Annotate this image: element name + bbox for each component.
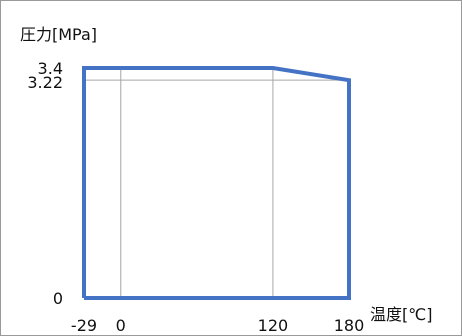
y-tick-label-0: 0 xyxy=(53,289,63,308)
series-line-0 xyxy=(82,66,351,300)
x-tick-label-0: -29 xyxy=(71,316,97,335)
y-tick-label-2: 3.4 xyxy=(38,59,63,78)
series-layer xyxy=(82,66,351,300)
y-tick-label-1: 3.22 xyxy=(27,73,63,92)
tick-layer: -29 0 120 180 0 3.223.4 xyxy=(27,59,364,335)
x-tick-label-3: 180 xyxy=(334,316,365,335)
x-tick-label-2: 120 xyxy=(258,316,289,335)
gridlines xyxy=(84,68,349,298)
x-axis-label: 温度[℃] xyxy=(370,305,432,324)
x-tick-label-1: 0 xyxy=(116,316,126,335)
y-axis-label: 圧力[MPa] xyxy=(20,25,97,44)
